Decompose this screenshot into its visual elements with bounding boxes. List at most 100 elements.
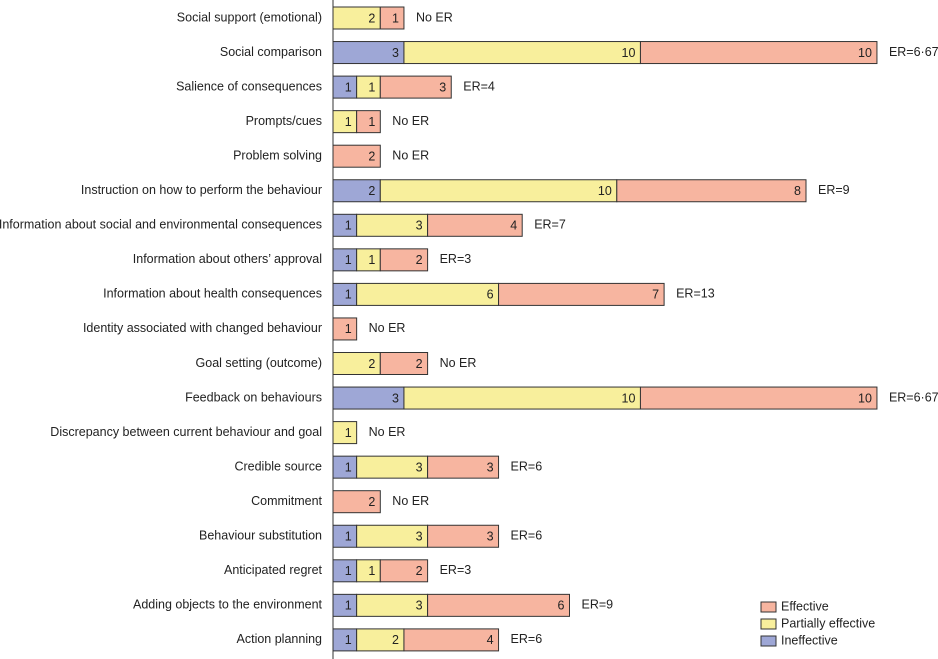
bar-segment (332, 490, 381, 514)
value-label: 3 (416, 219, 423, 233)
bar-segment (427, 524, 500, 548)
legend-label: Partially effective (781, 616, 875, 630)
bar-segment (379, 179, 618, 203)
value-label: 1 (345, 322, 352, 336)
value-label: 10 (622, 46, 636, 60)
value-label: 1 (368, 564, 375, 578)
category-label: Discrepancy between current behaviour an… (50, 425, 322, 439)
bar-segment (332, 144, 381, 168)
value-label: 2 (416, 564, 423, 578)
er-annotation: ER=6 (511, 632, 543, 646)
er-annotation: No ER (440, 356, 477, 370)
value-label: 6 (487, 288, 494, 302)
er-annotation: ER=7 (534, 218, 566, 232)
value-label: 3 (416, 460, 423, 474)
bar-segment (379, 559, 429, 583)
value-label: 1 (368, 115, 375, 129)
value-label: 1 (345, 288, 352, 302)
bar-segment (403, 628, 500, 652)
value-label: 1 (345, 115, 352, 129)
legend-swatch (760, 601, 777, 613)
bar-segment (332, 317, 358, 341)
er-annotation: No ER (392, 114, 429, 128)
value-label: 10 (858, 46, 872, 60)
er-annotation: ER=3 (440, 563, 472, 577)
category-label: Salience of consequences (176, 79, 322, 93)
category-label: Behaviour substitution (199, 529, 322, 543)
bar-segment (379, 352, 429, 375)
bar-segment (403, 41, 641, 65)
category-label: Problem solving (233, 148, 322, 162)
value-label: 1 (345, 219, 352, 233)
value-label: 3 (487, 530, 494, 544)
value-label: 3 (487, 460, 494, 474)
category-label: Social comparison (220, 45, 322, 59)
category-label: Information about health consequences (103, 287, 322, 301)
er-annotation: No ER (392, 148, 429, 162)
value-label: 1 (345, 80, 352, 94)
er-annotation: ER=6·67 (889, 390, 938, 404)
er-annotation: ER=9 (582, 598, 614, 612)
value-label: 10 (598, 184, 612, 198)
category-label: Commitment (251, 494, 322, 508)
bar-segment (427, 455, 500, 479)
bar-segment (379, 75, 452, 99)
value-label: 2 (392, 633, 399, 647)
category-label: Goal setting (outcome) (196, 356, 322, 370)
value-label: 1 (345, 253, 352, 267)
value-label: 4 (487, 633, 494, 647)
value-label: 1 (345, 599, 352, 613)
bar-segment (356, 282, 500, 306)
er-annotation: ER=6 (511, 459, 543, 473)
bar-segment (379, 6, 405, 30)
value-label: 10 (858, 391, 872, 405)
bar-segment (403, 386, 641, 410)
legend-label: Ineffective (781, 633, 838, 647)
bar-segment (616, 179, 807, 203)
value-label: 2 (416, 253, 423, 267)
er-annotation: No ER (416, 10, 453, 24)
value-label: 1 (392, 11, 399, 25)
bar-segment (427, 213, 523, 237)
value-label: 1 (345, 426, 352, 440)
legend-label: Effective (781, 599, 829, 613)
value-label: 8 (794, 184, 801, 198)
value-label: 3 (416, 530, 423, 544)
er-annotation: ER=9 (818, 183, 850, 197)
legend-swatch (760, 618, 777, 630)
category-label: Action planning (237, 632, 323, 646)
category-label: Prompts/cues (246, 114, 322, 128)
legend-swatch (760, 635, 777, 647)
category-label: Feedback on behaviours (185, 390, 322, 404)
value-label: 3 (416, 599, 423, 613)
bar-segment (498, 282, 665, 306)
bar-segment (356, 110, 381, 134)
category-label: Instruction on how to perform the behavi… (81, 183, 322, 197)
value-label: 7 (652, 288, 659, 302)
category-label: Credible source (234, 459, 322, 473)
er-annotation: No ER (369, 425, 406, 439)
er-annotation: ER=6 (511, 529, 543, 543)
category-label: Identity associated with changed behavio… (83, 321, 322, 335)
value-label: 3 (392, 391, 399, 405)
value-label: 2 (368, 495, 375, 509)
value-label: 2 (368, 149, 375, 163)
value-label: 4 (510, 219, 517, 233)
category-label: Adding objects to the environment (133, 598, 323, 612)
bar-segment (379, 248, 429, 272)
value-label: 2 (368, 357, 375, 371)
er-annotation: ER=6·67 (889, 45, 938, 59)
value-label: 10 (622, 391, 636, 405)
value-label: 2 (416, 357, 423, 371)
bar-segment (427, 593, 570, 617)
er-annotation: No ER (369, 321, 406, 335)
value-label: 2 (368, 184, 375, 198)
er-annotation: No ER (392, 494, 429, 508)
value-label: 3 (439, 80, 446, 94)
value-label: 1 (345, 633, 352, 647)
category-label: Anticipated regret (224, 563, 323, 577)
er-annotation: ER=3 (440, 252, 472, 266)
value-label: 6 (558, 599, 565, 613)
